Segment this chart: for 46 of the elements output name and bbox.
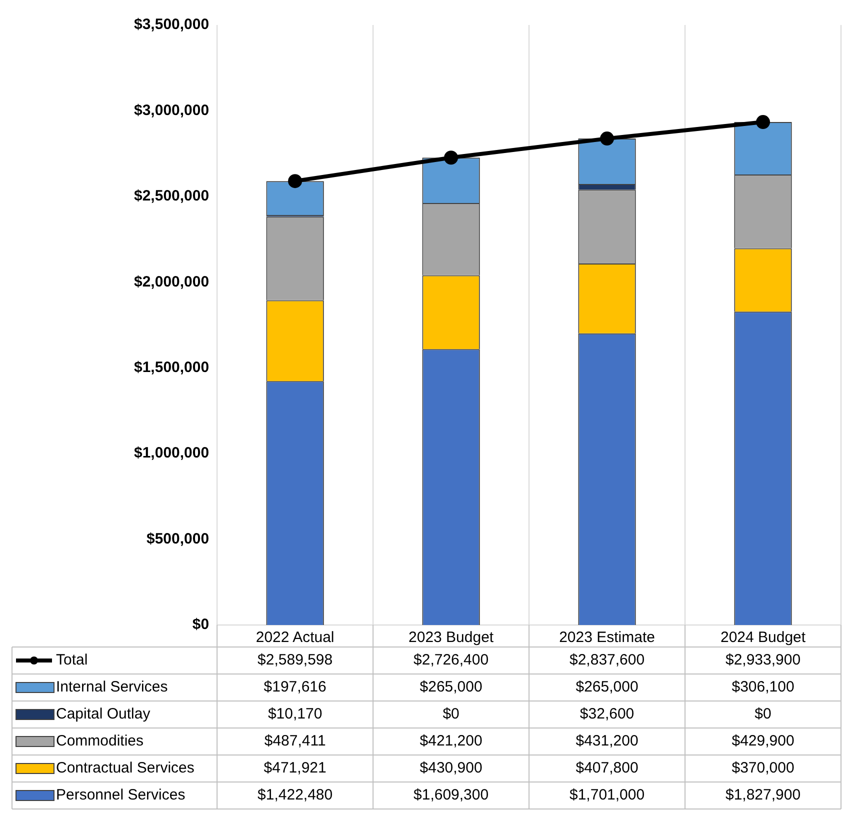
y-tick-label: $500,000 [146,530,210,548]
data-label: $265,000 [576,678,638,696]
y-tick-label: $2,000,000 [134,273,210,290]
point [444,150,458,165]
x-tick-label: 2022 Actual [256,629,334,646]
data-label: $1,422,480 [258,786,333,804]
x-tick-label: 2023 Estimate [559,629,655,646]
point [756,115,770,130]
point [600,132,614,146]
data-label: $2,589,598 [258,652,333,669]
data-label: $407,800 [576,760,638,777]
y-tick-label: $2,500,000 [134,188,210,205]
y-tick-label: $3,000,000 [134,102,210,119]
legend-label: Total [56,652,88,669]
legend-label: Personnel Services [56,786,186,804]
data-label: $421,200 [420,732,482,750]
data-label: $306,100 [732,678,794,696]
data-label: $10,170 [268,706,322,723]
data-label: $0 [754,706,772,723]
legend-label: Internal Services [56,678,168,696]
data-label: $429,900 [732,732,794,750]
data-label: $2,933,900 [725,652,801,669]
x-tick-label: 2024 Budget [720,629,806,646]
y-tick-label: $0 [192,616,210,634]
data-label: $471,921 [264,760,326,777]
y-tick-label: $1,500,000 [134,359,210,376]
legend-label: Commodities [56,732,144,750]
y-tick-label: $1,000,000 [134,444,210,462]
data-label: $265,000 [420,678,482,696]
data-label: $1,827,900 [725,786,801,804]
data-label: $1,609,300 [414,786,489,804]
data-label: $2,726,400 [414,652,489,669]
data-label: $370,000 [732,760,794,777]
data-label: $2,837,600 [569,652,645,669]
data-label: $197,616 [264,678,326,696]
legend-label: Capital Outlay [56,706,151,723]
point [288,174,302,188]
data-label: $430,900 [420,760,482,777]
data-label: $0 [442,706,460,723]
data-label: $431,200 [576,732,638,750]
data-label: $1,701,000 [569,786,645,804]
data-label: $32,600 [580,706,634,723]
x-tick-label: 2023 Budget [408,629,494,646]
legend-label: Contractual Services [56,760,194,777]
y-tick-label: $3,500,000 [134,16,210,34]
data-label: $487,411 [264,732,326,750]
